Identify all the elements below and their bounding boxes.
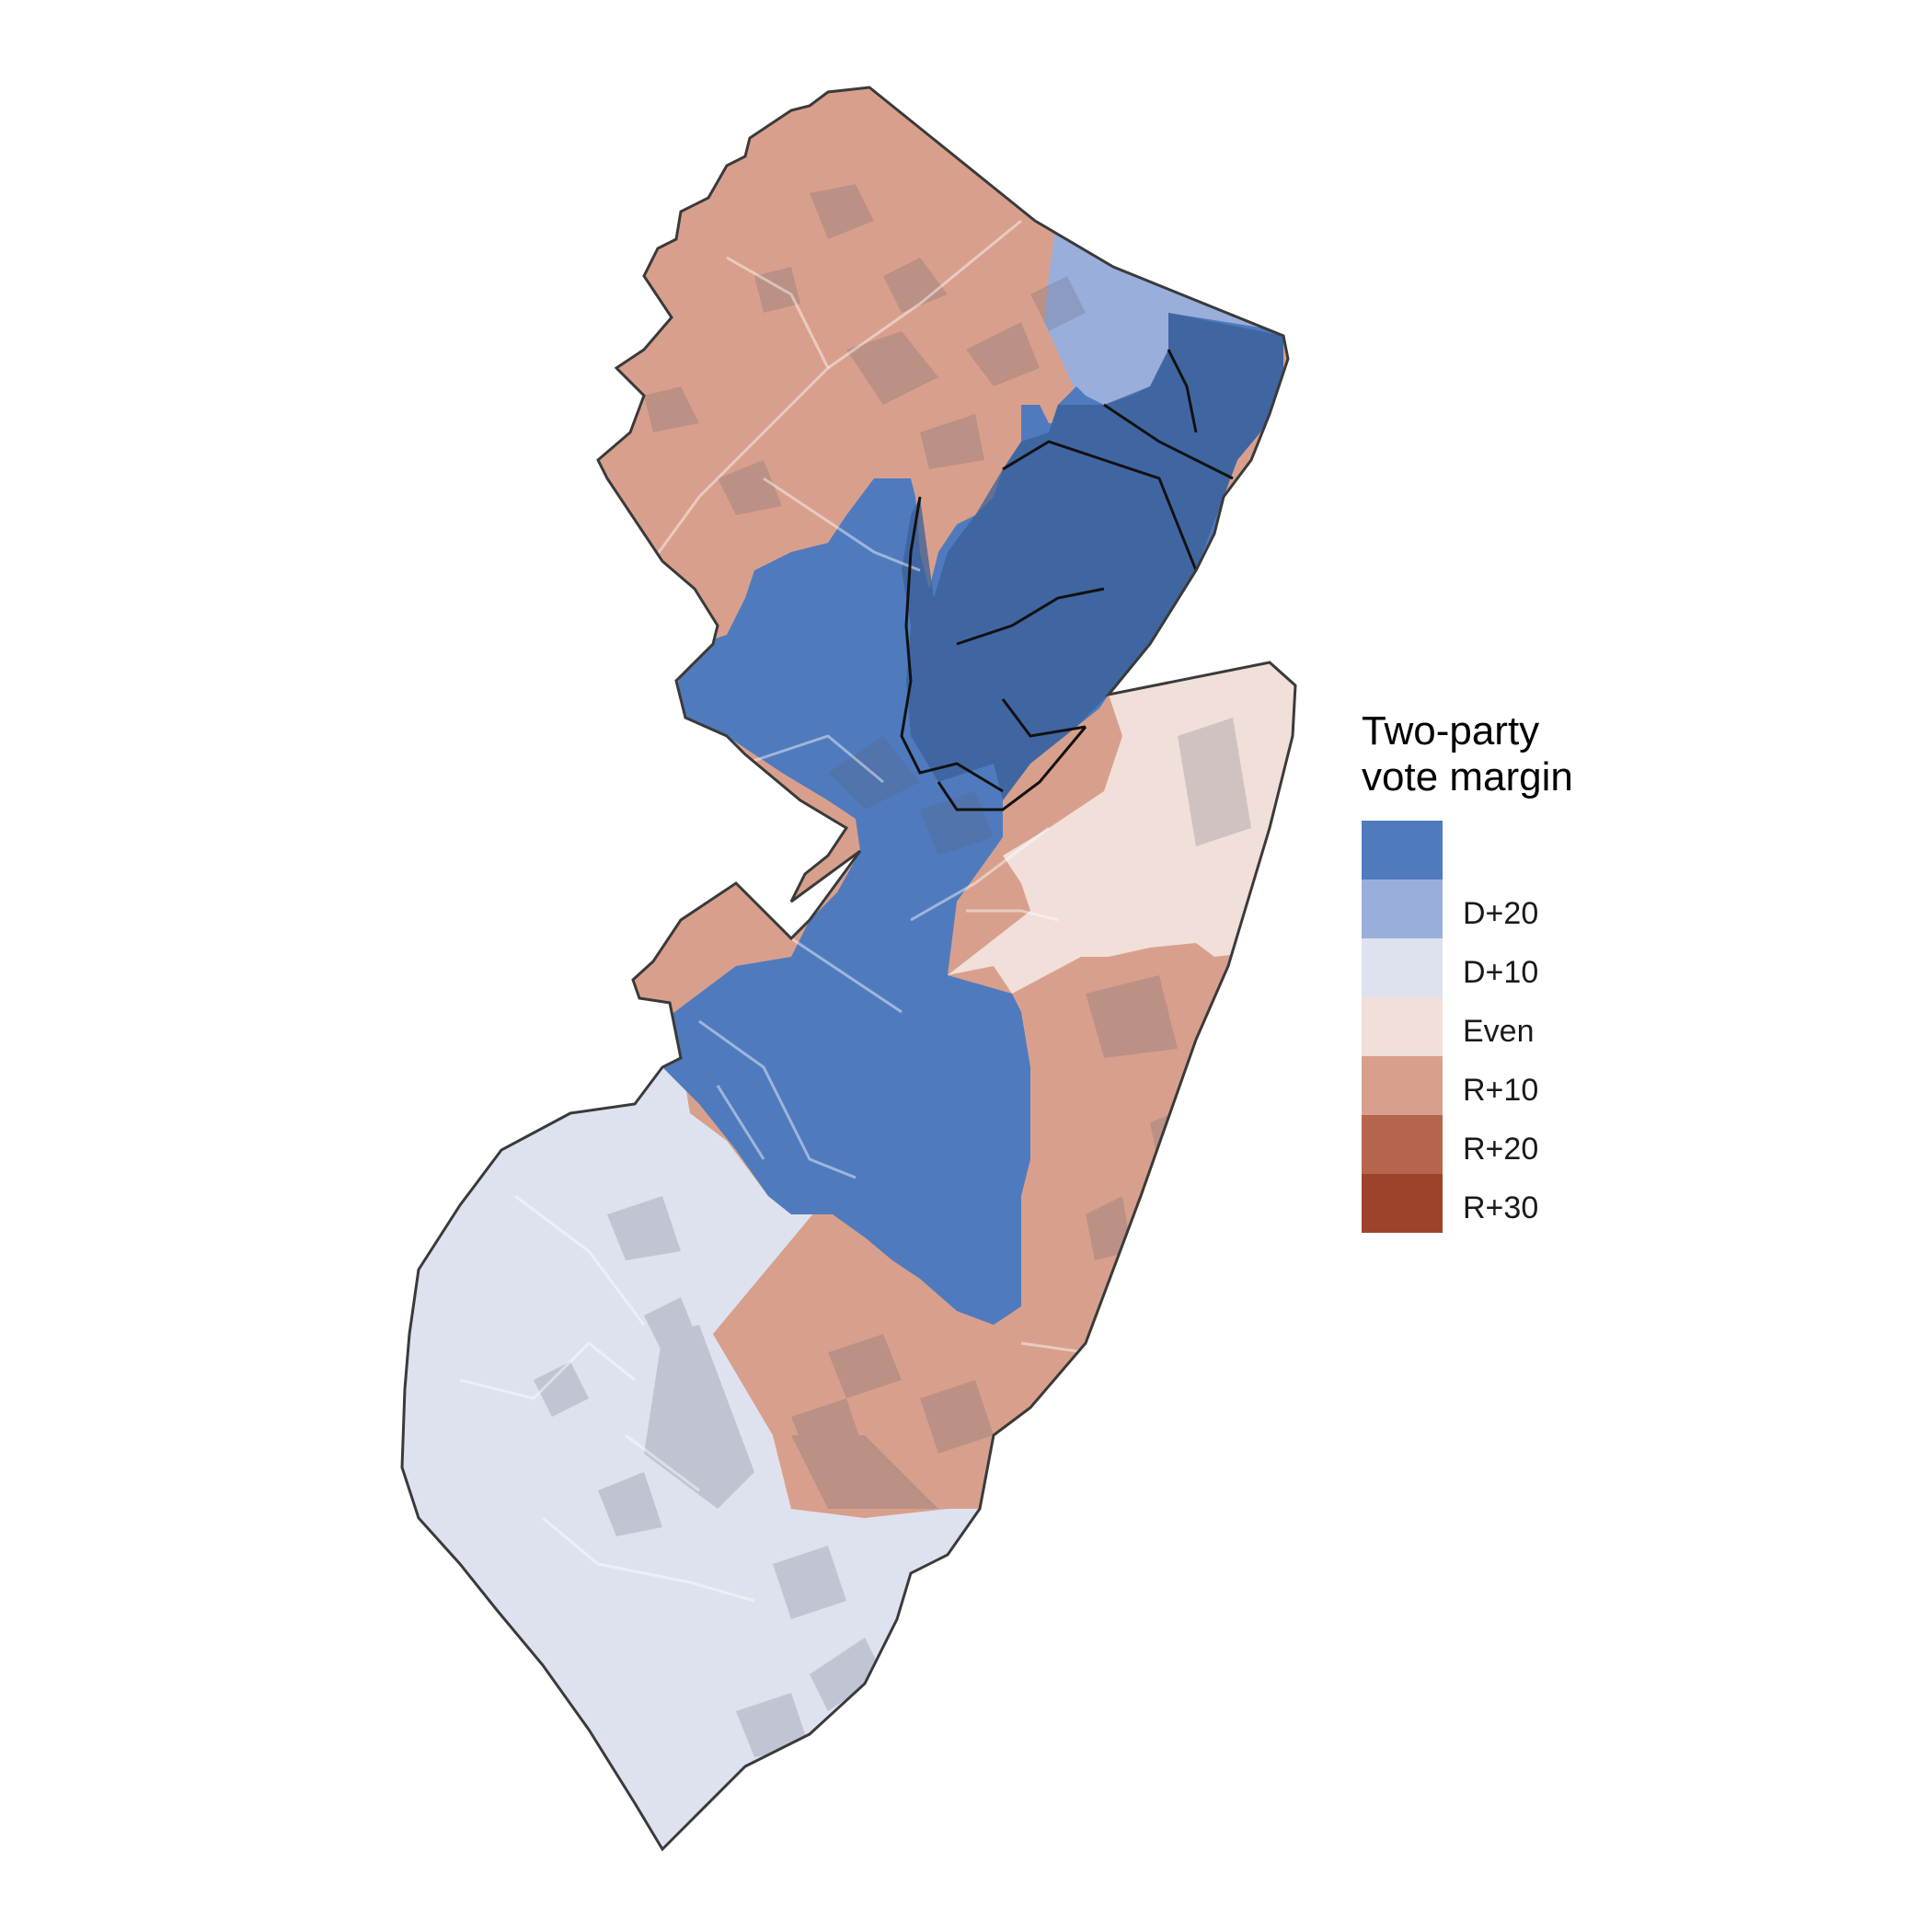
district-central-shore: [948, 662, 1295, 994]
legend-title-line1: Two-party: [1362, 708, 1540, 753]
legend-label: R+10: [1463, 1073, 1539, 1108]
legend-label: Even: [1463, 1014, 1535, 1049]
legend-label: D+10: [1463, 955, 1539, 990]
legend-title-line2: vote margin: [1362, 754, 1573, 799]
legend-swatch: [1362, 821, 1443, 880]
district-south: [402, 1058, 1104, 1849]
district-north-urban: [902, 313, 1283, 800]
legend-swatch: [1362, 938, 1443, 997]
legend-swatch: [1362, 880, 1443, 938]
legend-label: R+20: [1463, 1132, 1539, 1167]
legend-label: D+20: [1463, 896, 1539, 931]
legend-swatch: [1362, 997, 1443, 1056]
legend: Two-party vote margin D+20 D+10 Even R+10 R+…: [1362, 708, 1693, 1235]
legend-label: R+30: [1463, 1190, 1539, 1225]
urban-boundaries: [900, 349, 1234, 811]
legend-color-scale: D+20 D+10 Even R+10 R+20 R+30: [1362, 821, 1693, 1235]
legend-title: Two-party vote margin: [1362, 708, 1693, 800]
legend-swatch: [1362, 1174, 1443, 1233]
legend-swatch: [1362, 1115, 1443, 1174]
legend-swatch: [1362, 1056, 1443, 1115]
urban-density-overlay: [534, 184, 1251, 1757]
